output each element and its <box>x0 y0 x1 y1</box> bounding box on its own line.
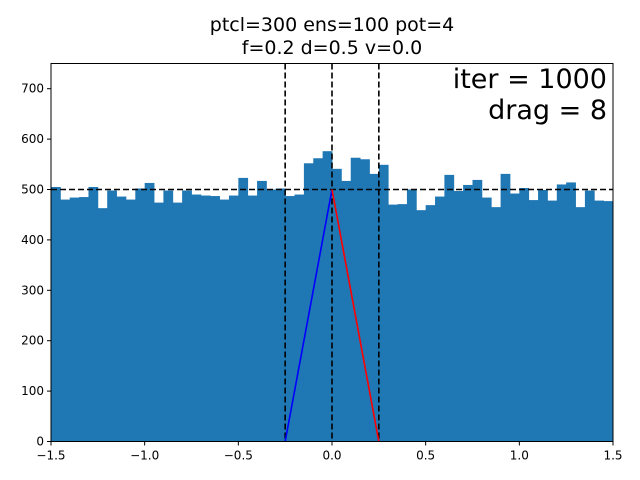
histogram-bar <box>69 197 80 442</box>
histogram-bar <box>397 204 408 442</box>
histogram-bar <box>79 197 89 442</box>
histogram-bar <box>322 151 333 442</box>
x-tick-label: −0.5 <box>224 449 253 463</box>
histogram-bar <box>247 195 258 442</box>
histogram-bar <box>107 190 117 442</box>
x-axis: −1.5 −1.0 −0.5 0.0 0.5 1.0 1.5 <box>36 441 623 463</box>
histogram-bar <box>341 180 352 442</box>
histogram-bar <box>425 205 436 442</box>
y-tick-label: 100 <box>21 384 44 398</box>
x-tick-label: 1.0 <box>510 449 529 463</box>
histogram-bar <box>332 168 342 442</box>
histogram-bar <box>200 195 211 442</box>
histogram-bar <box>528 200 539 442</box>
histogram-bar <box>294 194 305 442</box>
triangle-lines-layer <box>284 189 380 442</box>
chart-title-line-2: f=0.2 d=0.5 v=0.0 <box>242 37 422 59</box>
histogram-bar <box>378 164 389 442</box>
histogram-bar <box>472 179 483 442</box>
histogram-bar <box>257 180 267 442</box>
histogram-bar <box>125 199 136 442</box>
bars-layer <box>51 151 614 442</box>
histogram-bar <box>594 200 605 442</box>
histogram-bar <box>481 197 492 442</box>
histogram-bar <box>144 182 155 442</box>
histogram-bar <box>191 194 202 442</box>
histogram-bar <box>603 201 614 442</box>
histogram-bar <box>369 173 380 442</box>
histogram-bar <box>444 174 455 442</box>
histogram-bar <box>275 188 286 442</box>
histogram-bar <box>575 207 586 442</box>
histogram-bar <box>500 173 511 442</box>
histogram-bar <box>566 182 576 442</box>
histogram-bar <box>266 189 277 442</box>
histogram-bar <box>453 191 464 442</box>
histogram-bar <box>435 196 445 442</box>
histogram-bar <box>556 184 567 442</box>
histogram-bar <box>491 207 501 442</box>
chart-title-line-1: ptcl=300 ens=100 pot=4 <box>210 14 454 36</box>
y-tick-label: 200 <box>21 334 44 348</box>
histogram-bar <box>88 186 99 442</box>
y-tick-label: 700 <box>21 82 44 96</box>
histogram-bar <box>135 188 146 442</box>
histogram-bar <box>538 190 548 442</box>
annotation-iter: iter = 1000 <box>453 64 607 95</box>
histogram-bar <box>219 199 230 442</box>
histogram-bar <box>163 190 174 442</box>
histogram-bar <box>313 158 324 442</box>
y-tick-label: 0 <box>36 435 44 449</box>
histogram-bar <box>228 195 239 442</box>
x-tick-label: −1.0 <box>130 449 159 463</box>
x-tick-label: 0.0 <box>322 449 341 463</box>
histogram-bar <box>210 196 220 442</box>
histogram-bar <box>116 196 127 442</box>
histogram-bar <box>463 184 473 442</box>
y-tick-label: 600 <box>21 132 44 146</box>
histogram-bar <box>388 204 398 442</box>
histogram-bar <box>547 200 558 442</box>
triangle-line <box>331 189 380 442</box>
histogram-bar <box>519 187 530 442</box>
histogram-bar <box>584 190 595 442</box>
histogram-bar <box>303 163 314 442</box>
x-tick-label: 0.5 <box>416 449 435 463</box>
histogram-bar <box>51 186 61 442</box>
histogram-bar <box>416 210 427 442</box>
histogram-bar <box>238 177 249 442</box>
annotation-drag: drag = 8 <box>488 95 607 126</box>
histogram-bar <box>285 196 295 442</box>
x-tick-label: −1.5 <box>36 449 65 463</box>
y-tick-label: 400 <box>21 233 44 247</box>
histogram-bar <box>350 157 361 442</box>
histogram-bar <box>154 202 164 442</box>
y-axis: 0 100 200 300 400 500 600 700 <box>21 82 51 449</box>
triangle-line <box>284 189 333 442</box>
histogram-bar <box>97 208 108 442</box>
histogram-bar <box>406 189 417 442</box>
histogram-bar <box>60 199 71 442</box>
histogram-bar <box>182 190 192 442</box>
x-tick-label: 1.5 <box>603 449 622 463</box>
y-tick-label: 300 <box>21 283 44 297</box>
histogram-bar <box>172 202 183 442</box>
histogram-bar <box>509 193 520 442</box>
histogram-bar <box>360 159 370 442</box>
y-tick-label: 500 <box>21 183 44 197</box>
